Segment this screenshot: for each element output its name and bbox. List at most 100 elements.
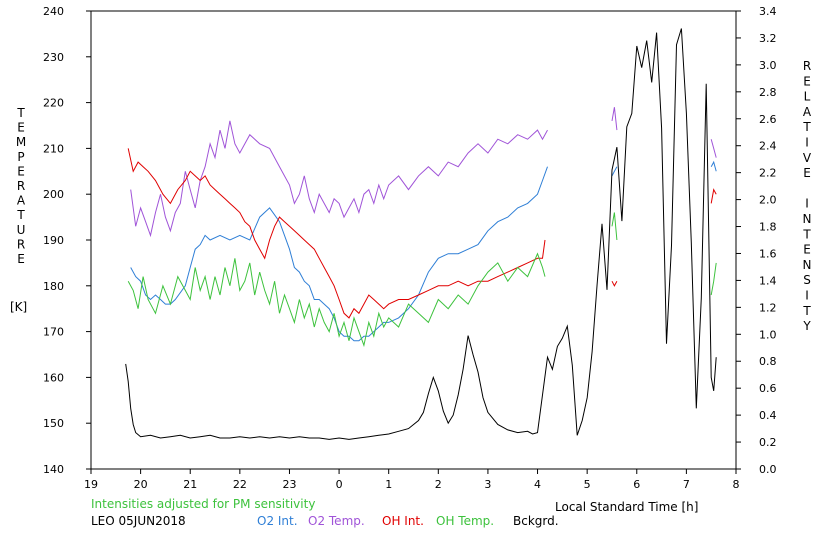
series-line-o2-temp [611, 107, 618, 131]
series-line-o2-int [611, 166, 618, 177]
series-line-o2-temp [710, 139, 717, 158]
y-right-tick-label: 1.8 [759, 221, 777, 234]
y-right-tick-label: 3.2 [759, 32, 777, 45]
y-left-tick-label: 150 [43, 417, 64, 430]
series-layer [125, 28, 717, 440]
x-tick-label: 5 [584, 478, 591, 491]
y-right-label-letter: T [802, 120, 811, 134]
x-axis: 19 20 21 22 23 0 1 2 3 4 5 6 7 8 [84, 469, 740, 491]
y-right-tick-label: 2.2 [759, 167, 777, 180]
y-right-tick-label: 2.8 [759, 86, 777, 99]
y-right-tick-label: 1.6 [759, 247, 777, 260]
y-left-tick-label: 160 [43, 371, 64, 384]
legend-o2-temp: O2 Temp. [308, 514, 365, 528]
series-line-oh-int [611, 280, 618, 287]
series-line-oh-int [710, 188, 717, 204]
y-left-tick-label: 220 [43, 97, 64, 110]
series-line-oh-temp [611, 212, 618, 241]
series-line-o2-int [130, 166, 548, 342]
y-right-tick-label: 0.0 [759, 463, 777, 476]
y-axis-right: 0.0 0.2 0.4 0.6 0.8 1.0 1.2 1.4 1.6 1.8 2.0 2.2 2.4 2… [736, 5, 777, 476]
x-tick-label: 1 [385, 478, 392, 491]
y-left-tick-label: 170 [43, 326, 64, 339]
x-tick-label: 19 [84, 478, 98, 491]
y-right-tick-label: 3.0 [759, 59, 777, 72]
y-right-tick-label: 3.4 [759, 5, 777, 18]
station-date-label: LEO 05JUN2018 [91, 514, 186, 528]
y-left-label-letter: M [16, 135, 26, 149]
y-right-label-letter: T [802, 227, 811, 241]
y-right-label-letter: E [803, 243, 811, 257]
x-tick-label: 3 [484, 478, 491, 491]
y-right-label-letter: E [803, 74, 811, 88]
pm-sensitivity-note: Intensities adjusted for PM sensitivity [91, 497, 316, 511]
y-right-tick-label: 1.0 [759, 328, 777, 341]
legend-o2-int: O2 Int. [257, 514, 298, 528]
y-left-label-letter: E [17, 164, 25, 178]
y-left-label-letter: A [17, 194, 26, 208]
legend-oh-int: OH Int. [382, 514, 424, 528]
y-left-label-letter: U [17, 223, 26, 237]
y-right-tick-label: 0.4 [759, 409, 777, 422]
x-tick-label: 7 [683, 478, 690, 491]
y-right-label-letter: S [803, 273, 811, 287]
y-right-label-letter: I [805, 289, 809, 303]
y-right-label-letter: I [805, 197, 809, 211]
y-right-label-letter: Y [802, 319, 811, 333]
y-left-tick-label: 210 [43, 142, 64, 155]
series-line-o2-int [710, 160, 717, 172]
x-tick-label: 23 [282, 478, 296, 491]
series-line-oh-int [127, 148, 546, 319]
x-axis-label: Local Standard Time [h] [555, 500, 699, 514]
x-tick-label: 0 [336, 478, 343, 491]
x-tick-label: 22 [233, 478, 247, 491]
y-axis-left-unit: [K] [10, 300, 28, 314]
y-right-tick-label: 0.2 [759, 436, 777, 449]
series-line-bckgrd [125, 28, 717, 440]
x-tick-label: 20 [134, 478, 148, 491]
y-right-label-letter: N [803, 212, 812, 226]
y-left-label-letter: T [16, 208, 25, 222]
legend-bckgrd: Bckgrd. [513, 514, 559, 528]
legend-oh-temp: OH Temp. [436, 514, 495, 528]
y-right-tick-label: 2.6 [759, 113, 777, 126]
y-right-label-letter: L [804, 90, 811, 104]
series-line-oh-temp [710, 262, 717, 296]
x-tick-label: 8 [733, 478, 740, 491]
series-line-oh-temp [127, 252, 546, 348]
y-left-tick-label: 190 [43, 234, 64, 247]
y-left-label-letter: R [17, 179, 25, 193]
y-left-label-letter: E [17, 252, 25, 266]
x-tick-label: 4 [534, 478, 541, 491]
y-right-tick-label: 1.2 [759, 301, 777, 314]
y-right-label-letter: E [803, 166, 811, 180]
y-left-tick-label: 140 [43, 463, 64, 476]
y-right-label-letter: N [803, 258, 812, 272]
y-left-label-letter: R [17, 237, 25, 251]
y-right-label-letter: V [803, 151, 812, 165]
x-tick-label: 2 [435, 478, 442, 491]
y-right-tick-label: 0.6 [759, 382, 777, 395]
y-right-tick-label: 2.0 [759, 194, 777, 207]
x-tick-label: 6 [633, 478, 640, 491]
series-line-o2-temp [130, 120, 548, 238]
y-right-tick-label: 0.8 [759, 355, 777, 368]
x-tick-label: 21 [183, 478, 197, 491]
y-left-label-letter: P [17, 150, 24, 164]
y-left-tick-label: 180 [43, 280, 64, 293]
y-left-label-letter: T [16, 106, 25, 120]
y-left-tick-label: 200 [43, 188, 64, 201]
y-axis-left: 140 150 160 170 180 190 200 210 220 230 240 [43, 5, 91, 476]
y-right-tick-label: 1.4 [759, 274, 777, 287]
y-right-label-letter: I [805, 136, 809, 150]
y-right-label-letter: T [802, 304, 811, 318]
y-right-label-letter: R [803, 59, 811, 73]
y-right-tick-label: 2.4 [759, 140, 777, 153]
y-right-label-letter: A [803, 105, 812, 119]
y-left-tick-label: 230 [43, 51, 64, 64]
y-left-tick-label: 240 [43, 5, 64, 18]
plot-frame [90, 10, 737, 470]
